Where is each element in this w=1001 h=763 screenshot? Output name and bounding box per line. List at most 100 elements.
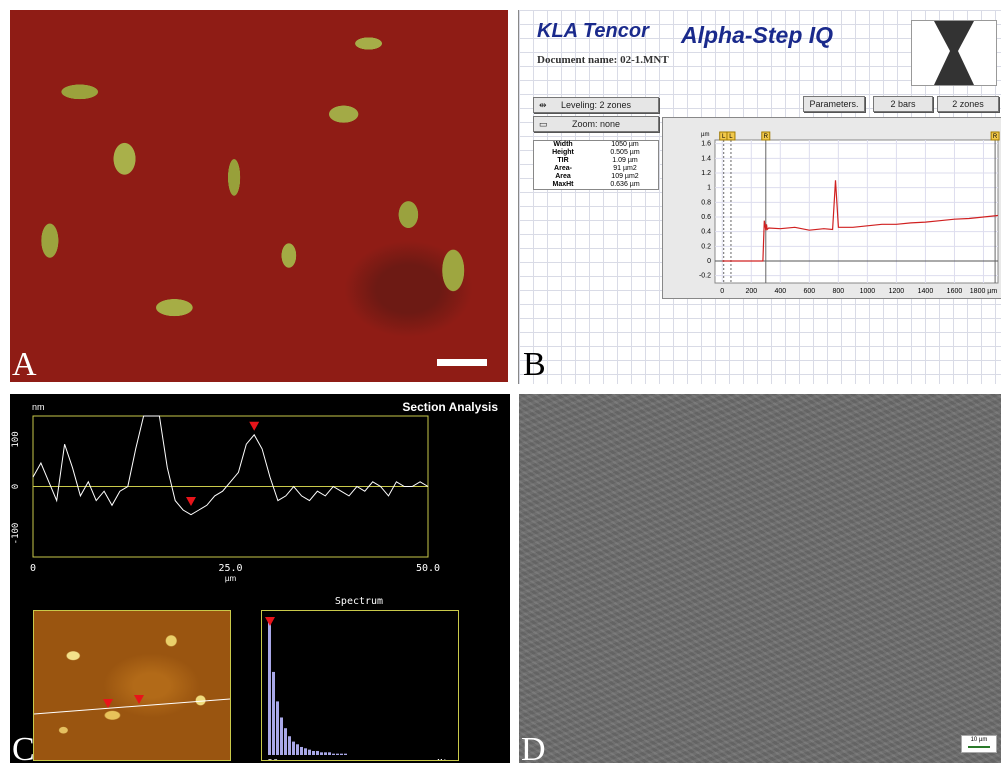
spectrum-bar [308, 749, 311, 755]
stat-row: Area- 91 µm2 [534, 165, 658, 173]
cursor-marker [990, 131, 1000, 141]
spectrum-x-right: Min [438, 758, 453, 760]
spectrum-bar [284, 728, 287, 755]
cursor-label: R [993, 134, 998, 140]
section-line [34, 695, 230, 715]
x-tick-label: 1800 µm [970, 288, 998, 295]
bars-button[interactable]: 2 bars [873, 96, 933, 112]
spectrum-bar [276, 701, 279, 755]
x-tick-label: 1000 [860, 288, 876, 295]
section-profile-plot[interactable]: nm 100 0 -100 0 25.0 50.0 µm [10, 394, 510, 594]
marker-icon [186, 497, 196, 506]
spectrum-bar [292, 741, 295, 755]
cursor-label: L [729, 134, 733, 140]
spectrum-bar [344, 753, 347, 755]
spectrum-x-left: DC [268, 758, 278, 760]
sample-thumbnail [911, 20, 997, 86]
spectrum-bar [272, 671, 275, 755]
marker-icon [134, 695, 144, 704]
doc-name-value: 02-1.MNT [620, 54, 669, 66]
x-tick-label: 25.0 [218, 563, 242, 574]
zoom-icon: ▭ [539, 119, 548, 129]
x-tick-label: 50.0 [416, 563, 440, 574]
kla-tencor-logo: KLA Tencor [537, 20, 649, 42]
stat-key: Width [553, 141, 573, 148]
parameters-button[interactable]: Parameters. [803, 96, 865, 112]
y-tick-label: 1.4 [701, 155, 711, 162]
zoom-label: Zoom: none [571, 119, 621, 129]
stat-key: Area [555, 173, 571, 180]
afm-height-image [33, 610, 231, 761]
y-tick-label: 0 [707, 258, 711, 265]
stat-row: MaxHt 0.636 µm [534, 181, 658, 189]
y-tick-label: 1 [707, 185, 711, 192]
zoom-button[interactable]: ▭ Zoom: none [533, 116, 659, 132]
scale-bar [968, 746, 990, 748]
spectrum-bar [296, 744, 299, 755]
doc-name-label: Document name: [537, 54, 618, 66]
y-tick-label: -0.2 [699, 273, 711, 280]
x-tick-label: 400 [774, 288, 786, 295]
cursor-label: L [722, 134, 726, 140]
profile-series [722, 180, 999, 262]
hourglass-icon [934, 21, 974, 85]
stat-row: Height 0.505 µm [534, 149, 658, 157]
profile-plot-frame: 1.6 1.4 1.2 1 0.8 0.6 0.4 0.2 0 -0.2 0 200 400 600 800… [662, 117, 1001, 299]
y-axis-unit: nm [32, 402, 45, 412]
x-tick-label: 1400 [918, 288, 934, 295]
stat-value: 0.505 µm [610, 149, 640, 156]
leveling-button[interactable]: ⇹ Leveling: 2 zones [533, 97, 659, 113]
y-tick-label: 0 [11, 484, 21, 489]
cursor-marker [761, 131, 771, 141]
spectrum-title: Spectrum [334, 596, 384, 607]
stat-row: Width 1050 µm [534, 141, 658, 149]
zones-button[interactable]: 2 zones [937, 96, 999, 112]
x-tick-label: 200 [745, 288, 757, 295]
stat-row: Area 109 µm2 [534, 173, 658, 181]
x-tick-label: 1200 [889, 288, 905, 295]
section-analysis-title: Section Analysis [402, 400, 498, 414]
y-tick-label: -100 [11, 523, 21, 545]
spectrum-bar [280, 717, 283, 755]
stat-key: TIR [557, 157, 569, 164]
x-tick-label: 0 [720, 288, 724, 295]
cursor-marker [726, 131, 736, 141]
y-tick-label: 0.8 [701, 199, 711, 206]
x-tick-label: 1600 [947, 288, 963, 295]
y-tick-label: 100 [11, 431, 21, 447]
y-tick-label: 1.2 [701, 170, 711, 177]
panel-label-c: C [12, 731, 35, 763]
marker-icon [265, 617, 275, 626]
spectrum-plot[interactable]: DC Min [262, 611, 458, 763]
leveling-label: Leveling: 2 zones [560, 100, 632, 110]
cursor-label: R [764, 134, 769, 140]
marker-icon [249, 421, 260, 431]
profile-plot[interactable]: 1.6 1.4 1.2 1 0.8 0.6 0.4 0.2 0 -0.2 0 200 400 600 800… [663, 118, 1001, 298]
spectrum-bar [300, 746, 303, 755]
scale-bar-box: 10 µm [961, 735, 997, 753]
leveling-icon: ⇹ [539, 100, 547, 110]
spectrum-bar [288, 736, 291, 755]
y-axis-unit: µm [701, 132, 709, 138]
x-tick-label: 800 [833, 288, 845, 295]
stat-value: 0.636 µm [610, 181, 640, 188]
marker-icon [103, 699, 113, 708]
stat-row: TIR 1.09 µm [534, 157, 658, 165]
spectrum-bar [304, 748, 307, 755]
app-title: Alpha-Step IQ [681, 22, 834, 48]
scale-bar-text: 10 µm [970, 737, 988, 743]
stat-key: MaxHt [552, 181, 574, 188]
y-tick-label: 0.6 [701, 214, 711, 221]
stat-key: Height [552, 149, 574, 156]
stat-value: 109 µm2 [611, 173, 639, 180]
stat-value: 1.09 µm [612, 157, 638, 164]
spectrum-bar [312, 750, 315, 755]
spectrum-bar [324, 752, 327, 755]
panel-label-b: B [523, 346, 546, 383]
section-series [32, 415, 429, 516]
spectrum-bar [320, 752, 323, 755]
spectrum-bar [340, 753, 343, 755]
plot-area [714, 139, 999, 284]
stat-value: 91 µm2 [613, 165, 637, 172]
x-tick-label: 600 [803, 288, 815, 295]
